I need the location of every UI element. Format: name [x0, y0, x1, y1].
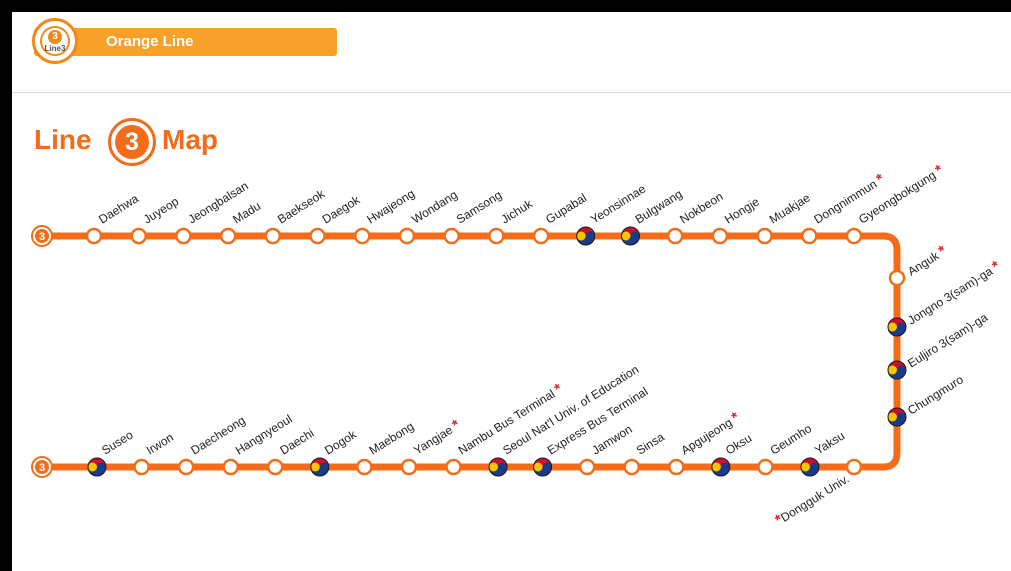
station-dot-icon[interactable] [666, 227, 684, 245]
terminus-marker-fill [35, 229, 49, 243]
station-dot-icon[interactable] [177, 458, 195, 476]
major-stop-star: * [873, 170, 887, 188]
transfer-station-icon[interactable] [488, 457, 508, 477]
line-3-badge-icon: 3 Line3 [32, 18, 78, 64]
transfer-station-icon[interactable] [887, 407, 907, 427]
station-label[interactable]: Juyeop [141, 194, 182, 227]
line-badge-number: 3 [48, 30, 62, 44]
transfer-station-icon[interactable] [576, 226, 596, 246]
station-label[interactable]: Sinsa [634, 430, 667, 458]
title-line-word: Line [34, 124, 92, 155]
station-dot-icon[interactable] [711, 227, 729, 245]
station-label[interactable]: Oksu [723, 431, 754, 458]
station-label[interactable]: Suseo [99, 427, 136, 457]
station-label[interactable]: Daehwa [96, 191, 141, 226]
station-name: Dongguk Univ. [778, 472, 851, 525]
station-dot-icon[interactable] [888, 269, 906, 287]
station-dot-icon[interactable] [398, 227, 416, 245]
station-dot-icon[interactable] [845, 227, 863, 245]
station-label[interactable]: Samsong [454, 188, 504, 227]
major-stop-star: * [449, 416, 463, 434]
title-map-word: Map [162, 124, 218, 155]
line-3-track [42, 232, 901, 471]
station-dot-icon[interactable] [623, 458, 640, 476]
station-label[interactable]: Muakjae [767, 190, 813, 226]
station-dot-icon[interactable] [130, 227, 147, 245]
major-stop-star: * [989, 258, 1003, 276]
station-label[interactable]: Nokbeon [677, 189, 725, 226]
line-badge-caption: Line3 [44, 44, 66, 53]
station-dot-icon[interactable] [756, 227, 773, 245]
tab-label: Orange Line [106, 33, 194, 50]
transfer-station-icon[interactable] [310, 457, 330, 477]
station-dot-icon[interactable] [801, 227, 818, 245]
station-dot-icon[interactable] [845, 458, 863, 476]
station-dot-icon[interactable] [309, 227, 326, 245]
station-label[interactable]: *Dongguk Univ. [772, 470, 852, 529]
transfer-station-icon[interactable] [711, 457, 731, 477]
station-label[interactable]: Geumho [768, 421, 815, 457]
station-dot-icon[interactable] [175, 227, 192, 245]
station-label[interactable]: Yaksu [812, 428, 847, 457]
line-badge-inner: 3 Line3 [40, 26, 70, 56]
station-label[interactable]: Madu [230, 199, 263, 227]
station-dot-icon[interactable] [356, 458, 373, 476]
station-label[interactable]: Chungmuro [905, 372, 966, 417]
station-label[interactable]: Hongje [722, 194, 762, 226]
map-panel: Orange Line 3 Line3 Line 3 Map 3 3 Daehwa J… [12, 12, 1011, 571]
station-label[interactable]: Baekseok [275, 186, 328, 226]
station-dot-icon[interactable] [267, 458, 284, 476]
station-dot-icon[interactable] [578, 458, 596, 476]
station-label[interactable]: Yangjae* [410, 416, 463, 458]
transfer-station-icon[interactable] [887, 317, 907, 337]
station-label[interactable]: Dongnimmun* [810, 170, 887, 227]
station-label[interactable]: Dogok [322, 427, 360, 458]
station-dot-icon[interactable] [532, 227, 550, 245]
station-dot-icon[interactable] [443, 227, 460, 245]
terminus-line-number: 3 [39, 462, 45, 474]
station-dot-icon[interactable] [222, 458, 239, 476]
station-label[interactable]: Jichuk [499, 196, 536, 226]
major-stop-star: * [551, 380, 565, 398]
transfer-station-icon[interactable] [533, 457, 553, 477]
major-stop-star: * [932, 162, 946, 180]
station-label[interactable]: Irwon [144, 430, 176, 457]
transfer-station-icon[interactable] [887, 360, 907, 380]
station-dot-icon[interactable] [400, 458, 418, 476]
major-stop-star: * [936, 242, 950, 260]
station-label[interactable]: Maebong [367, 419, 417, 457]
orange-line-tab[interactable]: Orange Line [34, 28, 337, 56]
station-dot-icon[interactable] [445, 458, 462, 476]
transfer-station-icon[interactable] [800, 457, 820, 477]
title-line-number-icon: 3 [108, 118, 156, 166]
station-label[interactable]: Anguk* [904, 242, 950, 279]
transfer-station-icon[interactable] [620, 226, 640, 246]
station-dot-icon[interactable] [219, 227, 237, 245]
station-dot-icon[interactable] [757, 458, 774, 476]
title-line-number: 3 [115, 125, 149, 159]
terminus-line-number: 3 [39, 231, 45, 243]
station-dot-icon[interactable] [264, 227, 282, 245]
station-dot-icon[interactable] [133, 458, 150, 476]
station-label[interactable]: Wondang [409, 188, 460, 227]
station-dot-icon[interactable] [85, 227, 103, 245]
transfer-station-icon[interactable] [87, 457, 107, 477]
major-stop-star: * [729, 409, 743, 427]
station-label[interactable]: Hwajeong [364, 186, 417, 226]
station-label[interactable]: Gupabal [543, 191, 589, 227]
header-bar: Orange Line 3 Line3 [12, 12, 1011, 93]
station-dot-icon[interactable] [488, 227, 505, 245]
station-dot-icon[interactable] [353, 227, 371, 245]
station-dot-icon[interactable] [668, 458, 685, 476]
terminus-marker-fill [35, 460, 49, 474]
